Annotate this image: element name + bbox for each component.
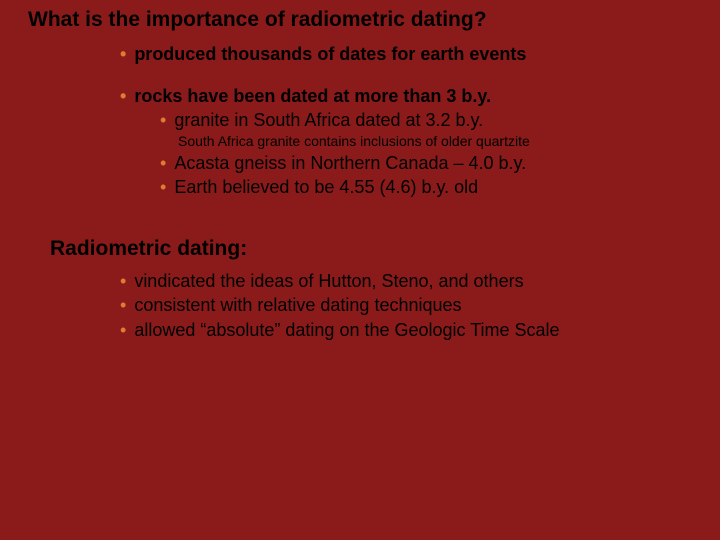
bullet-text: allowed “absolute” dating on the Geologi… — [134, 318, 559, 342]
bullet-text: vindicated the ideas of Hutton, Steno, a… — [134, 269, 523, 293]
section2-item-1: • vindicated the ideas of Hutton, Steno,… — [120, 269, 700, 293]
bullet-text: Earth believed to be 4.55 (4.6) b.y. old — [174, 176, 478, 199]
bullet-level1-1: • produced thousands of dates for earth … — [120, 42, 700, 66]
bullet-text: Acasta gneiss in Northern Canada – 4.0 b… — [174, 152, 526, 175]
slide-container: What is the importance of radiometric da… — [0, 0, 720, 362]
bullet-level1-2: • rocks have been dated at more than 3 b… — [120, 84, 700, 108]
bullet-icon: • — [120, 293, 126, 317]
bullet-text: granite in South Africa dated at 3.2 b.y… — [174, 109, 483, 132]
section2-item-3: • allowed “absolute” dating on the Geolo… — [120, 318, 700, 342]
bullet-level2-1: • granite in South Africa dated at 3.2 b… — [160, 109, 700, 132]
sub-note: South Africa granite contains inclusions… — [178, 132, 700, 150]
bullet-icon: • — [120, 318, 126, 342]
bullet-icon: • — [160, 109, 166, 132]
spacer — [20, 66, 700, 84]
bullet-level2-2: • Acasta gneiss in Northern Canada – 4.0… — [160, 152, 700, 175]
bullet-level2-3: • Earth believed to be 4.55 (4.6) b.y. o… — [160, 176, 700, 199]
bullet-text: produced thousands of dates for earth ev… — [134, 42, 526, 66]
bullet-icon: • — [120, 42, 126, 66]
bullet-text: rocks have been dated at more than 3 b.y… — [134, 84, 491, 108]
bullet-icon: • — [120, 84, 126, 108]
bullet-icon: • — [120, 269, 126, 293]
slide-title: What is the importance of radiometric da… — [28, 8, 700, 32]
section2-title: Radiometric dating: — [50, 237, 700, 261]
bullet-icon: • — [160, 176, 166, 199]
bullet-icon: • — [160, 152, 166, 175]
bullet-text: consistent with relative dating techniqu… — [134, 293, 461, 317]
section2-item-2: • consistent with relative dating techni… — [120, 293, 700, 317]
